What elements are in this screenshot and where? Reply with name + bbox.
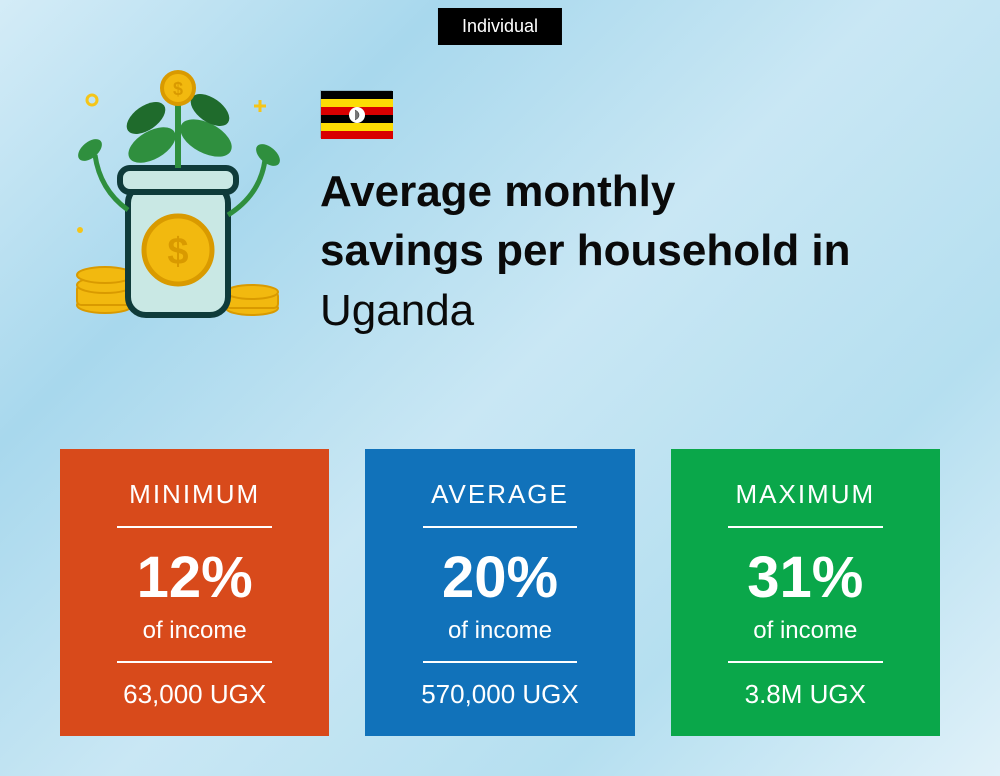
card-divider (423, 661, 578, 663)
card-label: MINIMUM (84, 479, 305, 510)
card-percent: 12% (84, 544, 305, 611)
card-amount: 63,000 UGX (84, 679, 305, 710)
savings-illustration: $ $ (60, 70, 290, 330)
card-divider (423, 526, 578, 528)
page-title: Average monthly savings per household in… (320, 162, 940, 340)
title-line-2: savings per household in (320, 226, 851, 275)
title-line-1: Average monthly (320, 167, 675, 216)
card-divider (728, 661, 883, 663)
stat-card-average: AVERAGE 20% of income 570,000 UGX (365, 449, 634, 736)
card-label: AVERAGE (389, 479, 610, 510)
card-divider (117, 661, 272, 663)
card-sub: of income (695, 617, 916, 645)
jar-plant-icon: $ $ (60, 70, 290, 330)
card-label: MAXIMUM (695, 479, 916, 510)
stat-cards-row: MINIMUM 12% of income 63,000 UGX AVERAGE… (60, 449, 940, 736)
card-divider (117, 526, 272, 528)
card-sub: of income (84, 617, 305, 645)
category-badge: Individual (438, 8, 562, 45)
card-sub: of income (389, 617, 610, 645)
hero-section: $ $ (60, 70, 940, 340)
card-divider (728, 526, 883, 528)
stat-card-maximum: MAXIMUM 31% of income 3.8M UGX (671, 449, 940, 736)
card-percent: 20% (389, 544, 610, 611)
svg-text:$: $ (167, 231, 188, 273)
svg-text:$: $ (173, 79, 183, 99)
card-amount: 3.8M UGX (695, 679, 916, 710)
card-percent: 31% (695, 544, 916, 611)
stat-card-minimum: MINIMUM 12% of income 63,000 UGX (60, 449, 329, 736)
title-country: Uganda (320, 286, 474, 335)
card-amount: 570,000 UGX (389, 679, 610, 710)
title-block: Average monthly savings per household in… (320, 70, 940, 340)
uganda-flag-icon (320, 90, 392, 138)
